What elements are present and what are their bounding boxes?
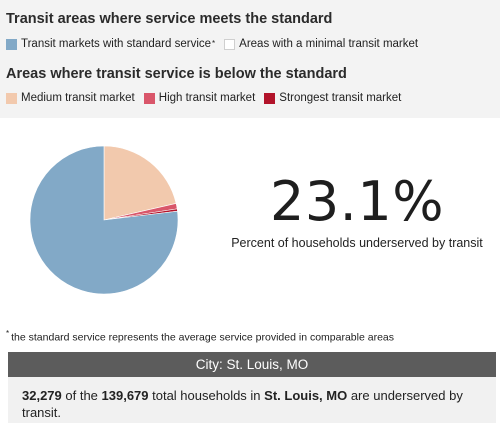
footnote: * the standard service represents the ave…: [6, 329, 394, 344]
legend-item-high-market: High transit market: [143, 92, 256, 104]
summary-text-3: are underserved by transit.: [22, 388, 463, 420]
total-households: 139,679: [101, 388, 149, 403]
legend-label-standard-service: Transit markets with standard service: [21, 38, 212, 50]
legend-swatch-high-market: [143, 92, 155, 104]
legend-panel: Transit areas where service meets the st…: [0, 0, 500, 118]
footnote-text: the standard service represents the aver…: [11, 331, 395, 344]
legend-label-strongest-market: Strongest transit market: [279, 92, 402, 104]
pie-slice-transit-markets-with-standard-service: [29, 145, 179, 295]
legend-label-minimal-market: Areas with a minimal transit market: [239, 38, 419, 50]
city-header: City: St. Louis, MO: [8, 352, 496, 377]
legend-swatch-medium-market: [6, 92, 17, 104]
legend-label-high-market: High transit market: [158, 92, 256, 104]
legend-heading-meets: Transit areas where service meets the st…: [6, 11, 333, 27]
legend-item-standard-service: Transit markets with standard service *: [6, 38, 215, 50]
legend-label-medium-market: Medium transit market: [21, 92, 135, 104]
legend-item-minimal-market: Areas with a minimal transit market: [224, 38, 418, 50]
underserved-count: 32,279: [22, 388, 62, 403]
legend-row-below: Medium transit market High transit marke…: [6, 91, 410, 105]
summary-text-1: of the: [61, 388, 102, 403]
underserved-caption: Percent of households underserved by tra…: [231, 236, 483, 250]
legend-item-strongest-market: Strongest transit market: [264, 92, 401, 104]
pie-chart-svg: [29, 145, 179, 295]
legend-row-meets: Transit markets with standard service * A…: [6, 37, 427, 51]
legend-heading-below: Areas where transit service is below the…: [6, 66, 347, 82]
city-summary: 32,279 of the 139,679 total households i…: [8, 377, 496, 423]
city-name: St. Louis, MO: [264, 388, 348, 403]
underserved-percent: 23.1%: [269, 170, 445, 233]
pie-slice-medium-transit-market: [103, 145, 177, 221]
legend-swatch-minimal-market: [224, 38, 236, 50]
footnote-star: *: [6, 329, 10, 338]
legend-swatch-strongest-market: [264, 92, 276, 104]
pie-chart: [28, 144, 180, 296]
summary-text-2: total households in: [148, 388, 265, 403]
legend-item-medium-market: Medium transit market: [6, 92, 135, 104]
legend-star: *: [212, 39, 216, 48]
legend-swatch-standard-service: [6, 38, 17, 50]
